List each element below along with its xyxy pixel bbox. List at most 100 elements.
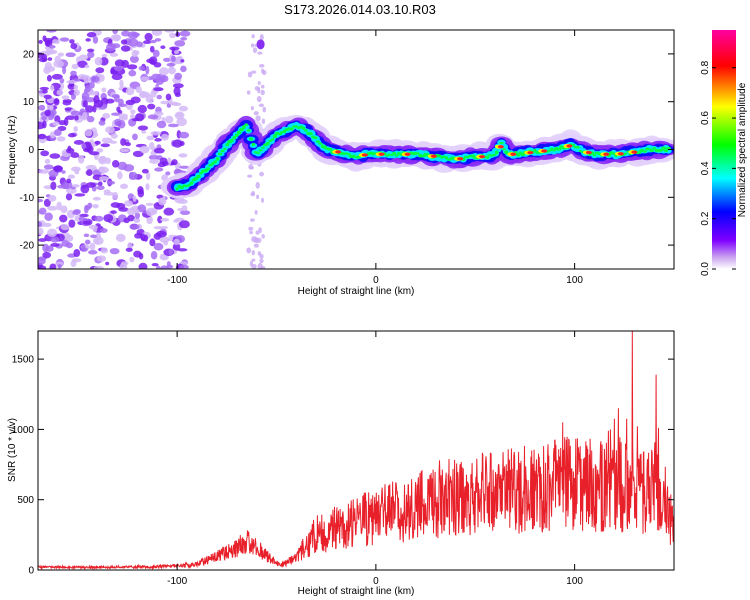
noise-blob — [119, 183, 129, 189]
y-tick-label: -10 — [20, 193, 35, 204]
x-tick-label: 100 — [566, 576, 583, 587]
ridge-segment — [575, 145, 580, 149]
noise-blob — [179, 210, 191, 216]
noise-blob — [123, 217, 130, 224]
snr-frame — [37, 330, 675, 571]
noise-blob — [43, 222, 52, 228]
artifact-blob — [259, 253, 264, 259]
artifact-blob — [257, 262, 263, 269]
noise-blob — [73, 89, 80, 96]
ridge-hotspot — [430, 154, 437, 158]
noise-blob — [129, 256, 135, 263]
ridge-segment — [256, 151, 260, 155]
artifact-blob — [255, 181, 260, 189]
noise-blob — [111, 73, 123, 81]
artifact-blob — [247, 71, 253, 78]
noise-blob — [87, 90, 99, 96]
ridge-segment — [492, 147, 502, 153]
noise-blob — [87, 51, 95, 59]
ridge-segment — [485, 155, 490, 159]
noise-blob — [82, 100, 88, 108]
noise-blob — [106, 180, 116, 185]
colorbar-gradient — [712, 30, 736, 269]
colorbar-ticks: 0.0 0.2 0.4 0.6 0.8 — [700, 60, 736, 276]
noise-blob — [65, 193, 73, 201]
colorbar-tick-label: 0.2 — [700, 211, 711, 225]
noise-blob — [100, 228, 108, 233]
noise-blob — [38, 227, 44, 236]
noise-blob — [163, 207, 175, 216]
noise-blob — [87, 48, 95, 53]
ridge-segment — [661, 146, 666, 151]
noise-blob — [170, 55, 176, 63]
noise-blob — [44, 212, 53, 222]
noise-blob — [112, 160, 120, 168]
noise-blob — [178, 131, 190, 139]
noise-blob — [150, 131, 162, 136]
artifact-blob — [261, 197, 265, 203]
noise-blob — [119, 79, 124, 88]
artifact-blob — [254, 209, 258, 215]
noise-blob — [135, 86, 142, 93]
noise-blob — [160, 100, 170, 105]
noise-blob — [53, 98, 60, 106]
noise-blob — [52, 165, 63, 171]
artifact-blob — [250, 105, 254, 111]
noise-blob — [93, 95, 100, 104]
figure-title: S173.2026.014.03.10.R03 — [284, 2, 436, 17]
noise-blob — [153, 242, 164, 251]
spectrogram-x-ticks: -100 0 100 — [167, 30, 583, 286]
ridge-segment — [223, 147, 227, 150]
noise-blob — [49, 84, 55, 91]
ridge-segment — [315, 140, 320, 143]
noise-blob — [65, 52, 76, 58]
snr-x-ticks: -100 0 100 — [167, 331, 583, 587]
ridge-segment — [230, 138, 234, 143]
spectrogram-ridge — [160, 114, 674, 199]
noise-blob — [124, 200, 134, 207]
ridge-segment — [301, 126, 306, 130]
noise-blob — [178, 153, 188, 158]
noise-blob — [67, 83, 76, 90]
noise-blob — [38, 104, 46, 111]
noise-blob — [103, 214, 114, 223]
artifact-blob — [258, 103, 265, 108]
ridge-segment — [304, 129, 308, 132]
noise-blob — [161, 161, 169, 167]
noise-blob — [154, 138, 162, 142]
noise-blob — [160, 265, 169, 269]
noise-blob — [84, 129, 93, 137]
artifact-blob — [251, 70, 257, 74]
noise-blob — [127, 64, 138, 70]
artifact-blob — [256, 194, 260, 200]
noise-blob — [145, 171, 151, 181]
ridge-segment — [265, 141, 270, 146]
ridge-hotspot — [566, 144, 573, 148]
noise-blob — [111, 94, 120, 99]
noise-blob — [61, 95, 70, 100]
noise-blob — [114, 118, 122, 127]
noise-blob — [180, 65, 187, 73]
noise-blob — [175, 112, 183, 117]
noise-blob — [150, 39, 157, 44]
snr-y-ticks: 0 500 1000 1500 — [12, 355, 674, 577]
noise-blob — [156, 120, 167, 129]
noise-blob — [89, 81, 95, 89]
ridge-hotspot — [603, 152, 610, 156]
noise-blob — [174, 40, 186, 47]
noise-blob — [125, 87, 135, 96]
colorbar: 0.0 0.2 0.4 0.6 0.8 Normalized spectral ampl… — [700, 30, 748, 276]
noise-blob — [145, 183, 150, 191]
ridge-segment — [289, 127, 294, 131]
noise-blob — [151, 30, 163, 37]
x-tick-label: 100 — [566, 275, 583, 286]
noise-blob — [85, 97, 96, 103]
noise-blob — [110, 133, 118, 139]
ridge-segment — [189, 181, 194, 185]
ridge-segment — [242, 125, 246, 129]
ridge-segment — [666, 146, 671, 150]
artifact-blob — [257, 51, 263, 55]
noise-blob — [62, 65, 67, 75]
